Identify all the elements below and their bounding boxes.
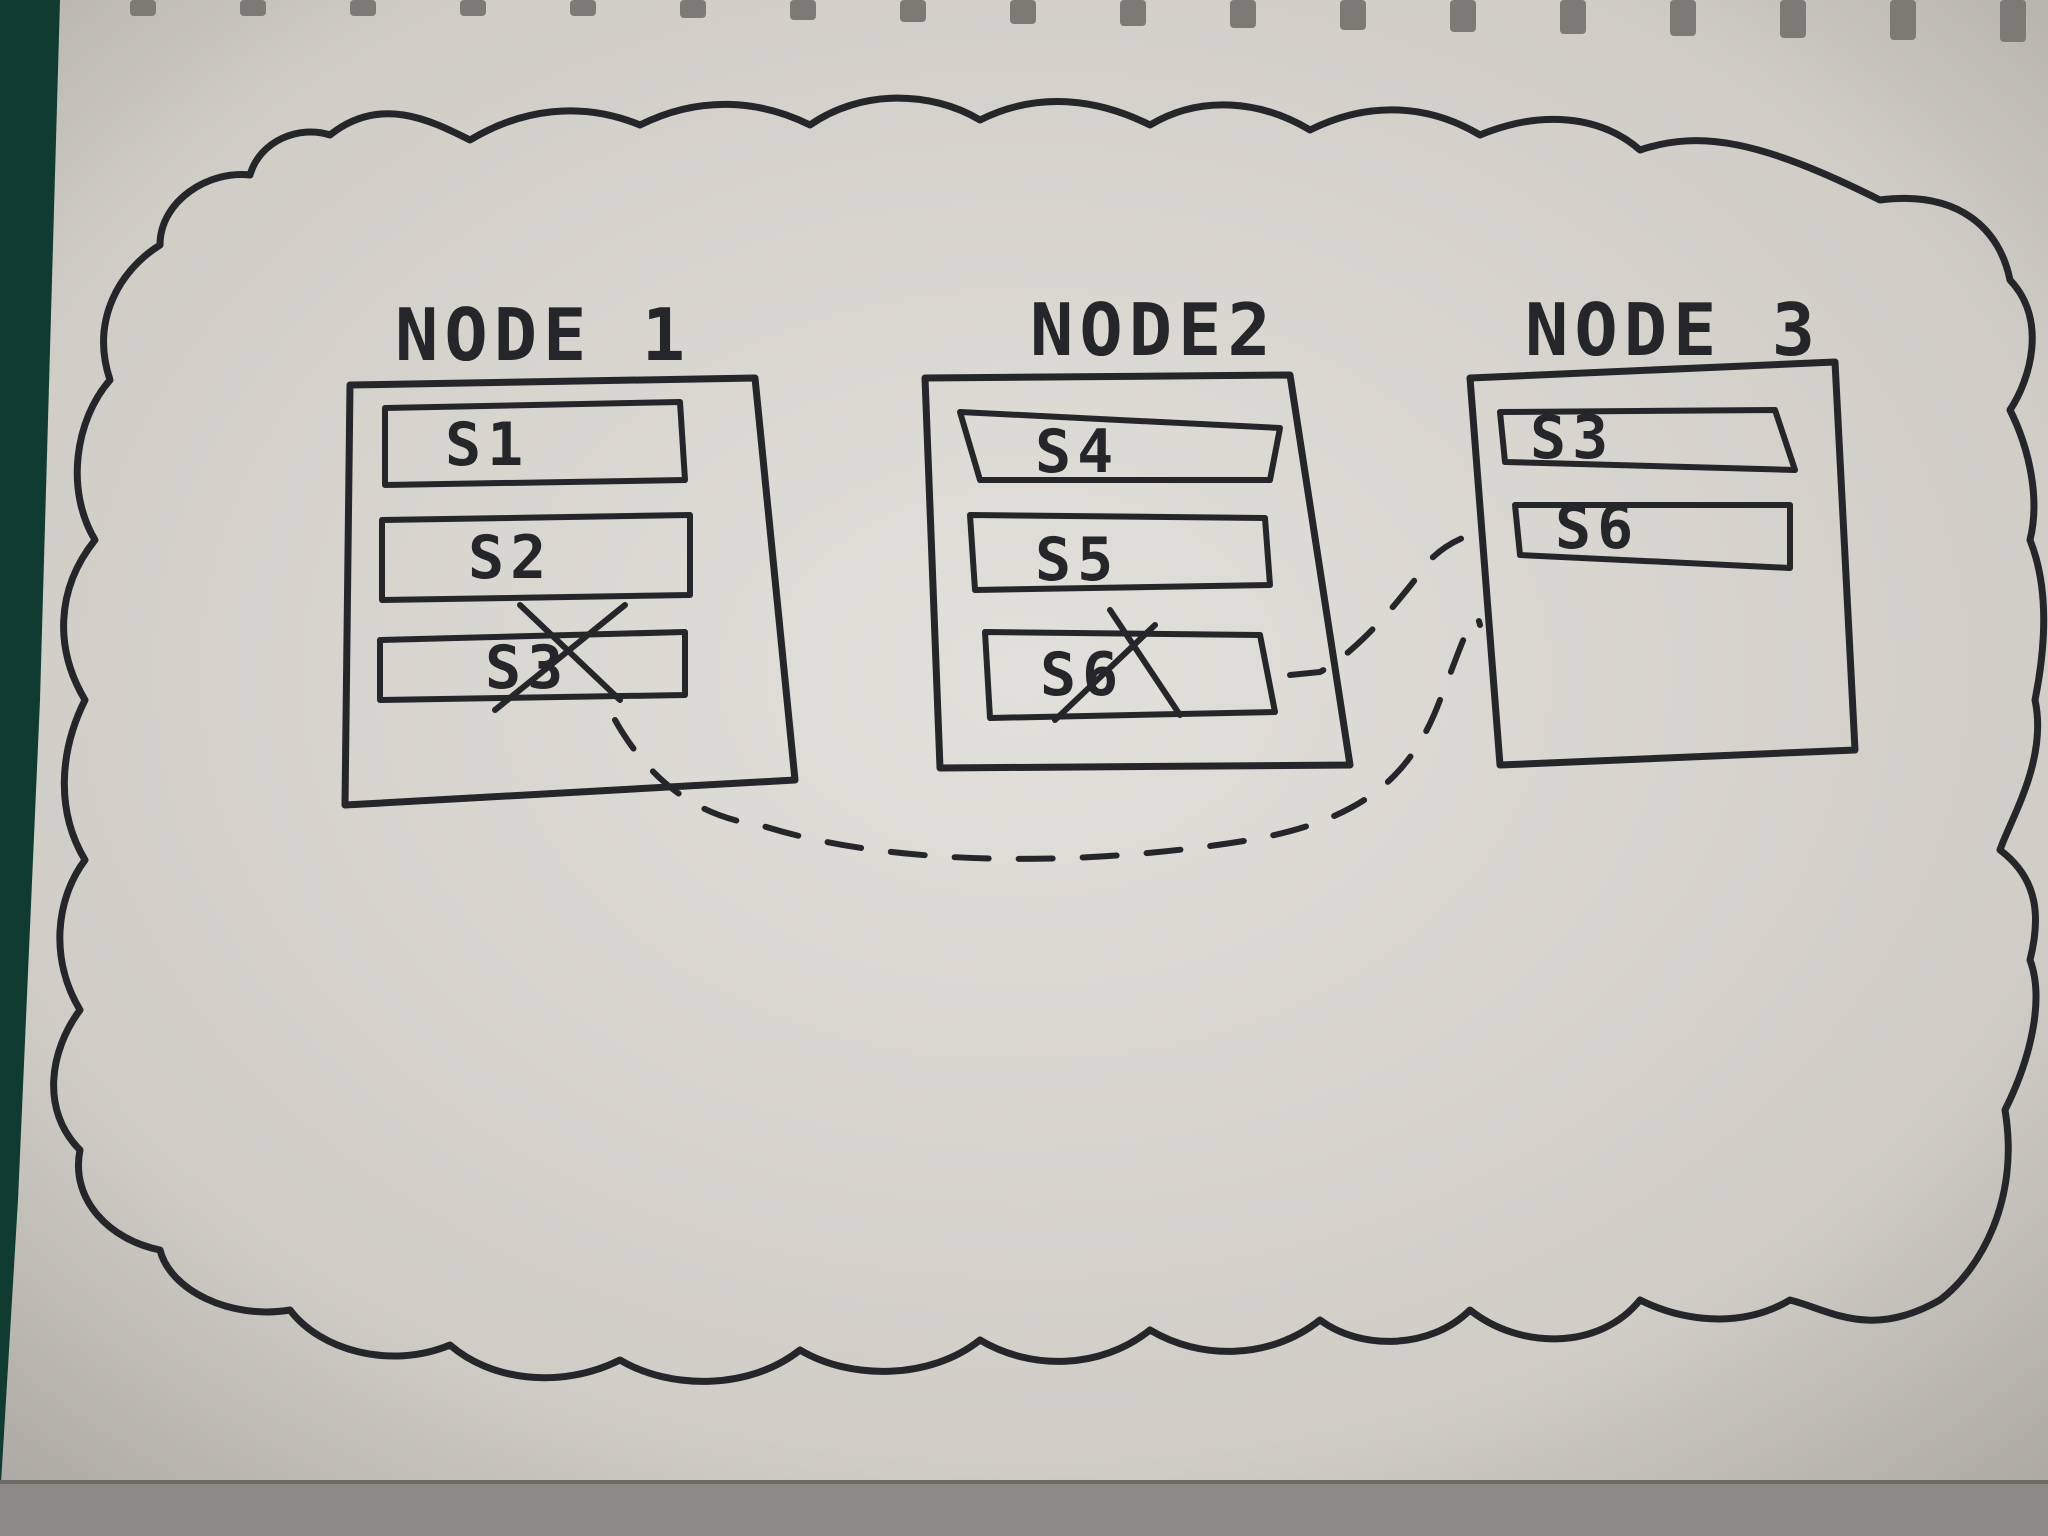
node-3-shard-s3: S3 [1497, 403, 1798, 473]
node-2-shard-s4: S4 [957, 409, 1283, 487]
node-1-shard-s1-label: S1 [445, 410, 529, 480]
node-2-title: NODE2 [1030, 288, 1277, 372]
page-edge [0, 1480, 2048, 1536]
shard-box [957, 409, 1283, 483]
node-3-box [1466, 358, 1859, 769]
node-1: NODE 1 S1 S2 S3 [341, 293, 799, 809]
node-2-shard-s6-cross-mark [1052, 607, 1183, 723]
notebook-page [0, 0, 2048, 1500]
node-1-title: NODE 1 [395, 293, 691, 377]
node-2-shard-s6-label: S6 [1040, 640, 1124, 710]
node-3: NODE 3 S3 S6 [1466, 288, 1859, 769]
node-1-box [341, 374, 799, 809]
node-3-shard-s3-label: S3 [1530, 403, 1614, 473]
node-1-shard-s2: S2 [379, 512, 693, 603]
node-2-shard-s5-label: S5 [1035, 525, 1119, 595]
shard-box [377, 629, 688, 703]
node-2-shard-s4-label: S4 [1035, 417, 1119, 487]
node-3-shard-s6-label: S6 [1555, 493, 1639, 563]
node-1-shard-s2-label: S2 [468, 523, 552, 593]
node-2-shard-s5: S5 [967, 512, 1273, 595]
node-2-shard-s6: S6 [982, 607, 1278, 723]
node-3-shard-s6: S6 [1512, 493, 1793, 571]
shard-box [382, 399, 688, 488]
shard-box [379, 512, 693, 603]
shard-box [967, 512, 1273, 593]
node-3-title: NODE 3 [1525, 288, 1821, 372]
node-1-shard-s3-cross-mark [492, 602, 628, 713]
shard-box [982, 629, 1278, 721]
node-1-shard-s1: S1 [382, 399, 688, 488]
relocation-path-s3 [612, 615, 1483, 862]
cluster-cloud [50, 94, 2048, 1385]
shard-box [1512, 502, 1793, 571]
node-2-box [921, 371, 1354, 772]
shard-box [1497, 407, 1798, 473]
node-2: NODE2 S4 S5 S6 [921, 288, 1354, 772]
node-1-shard-s3: S3 [377, 602, 688, 713]
spiral-binding [130, 0, 2026, 42]
